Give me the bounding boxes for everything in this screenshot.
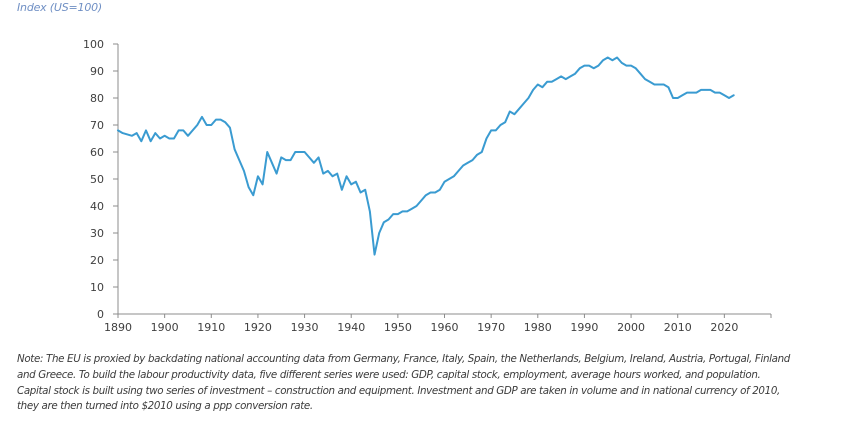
x-tick-label: 2000 [617,321,645,334]
x-tick-label: 1960 [431,321,459,334]
x-tick-label: 2020 [710,321,738,334]
note-line: Capital stock is built using two series … [17,384,780,397]
y-tick-label: 60 [90,146,104,159]
note-line: and Greece. To build the labour producti… [17,368,761,381]
series-group [117,56,735,256]
y-axis: 0 10 20 30 40 50 60 70 80 90 100 [83,38,119,321]
y-tick-label: 20 [90,254,104,267]
x-axis: 1890 1900 1910 1920 1930 1940 1950 1960 1970 1980… [104,313,772,334]
x-tick-label: 2010 [664,321,692,334]
x-tick-label: 1930 [291,321,319,334]
y-axis-unit-label: Index (US=100) [17,1,103,14]
y-tick-label: 50 [90,173,104,186]
x-tick-label: 1920 [244,321,272,334]
series-line [117,56,735,256]
y-tick-label: 30 [90,227,104,240]
x-tick-label: 1970 [477,321,505,334]
y-tick-label: 40 [90,200,104,213]
y-tick-label: 80 [90,92,104,105]
note-line: Note: The EU is proxied by backdating na… [17,353,790,365]
y-tick-label: 0 [97,308,104,321]
x-tick-label: 1980 [524,321,552,334]
y-tick-label: 70 [90,119,104,132]
y-tick-label: 100 [83,38,104,51]
note-line: they are then turned into $2010 using a … [17,400,313,413]
x-tick-label: 1940 [337,321,365,334]
x-tick-label: 1990 [570,321,598,334]
y-tick-label: 10 [90,281,104,294]
x-tick-label: 1890 [104,321,132,334]
x-tick-label: 1900 [151,321,179,334]
chart-note: Note: The EU is proxied by backdating na… [17,352,852,415]
x-tick-label: 1950 [384,321,412,334]
x-tick-label: 1910 [197,321,225,334]
y-tick-label: 90 [90,65,104,78]
